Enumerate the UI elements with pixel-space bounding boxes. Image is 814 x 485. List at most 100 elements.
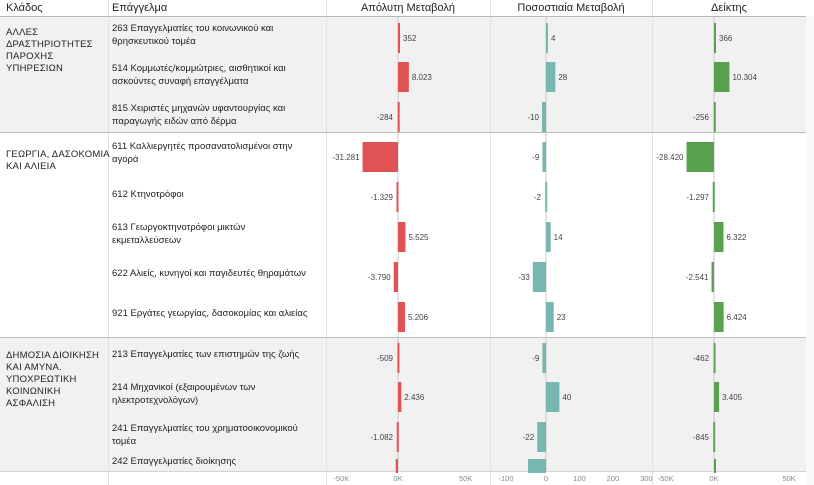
header-index[interactable]: Δείκτης [711, 2, 747, 14]
data-label: -509 [377, 354, 394, 363]
data-label: 6.322 [726, 233, 747, 242]
tick-label: 0K [709, 474, 718, 483]
bar [713, 422, 716, 452]
bar [545, 182, 548, 212]
data-label: 8.023 [412, 73, 433, 82]
data-label: -10 [527, 113, 539, 122]
bar [686, 142, 714, 172]
bar [398, 302, 406, 332]
data-label: -1.082 [370, 433, 393, 442]
tick-label: -100 [498, 474, 513, 483]
data-label: -256 [693, 113, 710, 122]
bar [528, 459, 546, 473]
data-label: 10.304 [732, 73, 757, 82]
bar [393, 262, 398, 292]
data-label: 3.405 [722, 393, 743, 402]
sector-separator [0, 337, 814, 338]
bar [546, 222, 551, 252]
tick-label: 50K [782, 474, 795, 483]
header-rule [0, 16, 814, 17]
divider-occupation [326, 0, 327, 485]
sector-band-3 [0, 337, 814, 471]
bar [713, 102, 716, 132]
bar [398, 222, 406, 252]
tick-label: -50K [333, 474, 349, 483]
bar [397, 343, 400, 373]
occupation-label[interactable]: 213 Επαγγελματίες των επιστημών της ζωής [112, 349, 300, 360]
data-label: 366 [719, 34, 733, 43]
tick-label: -50K [658, 474, 674, 483]
data-label: 23 [557, 313, 566, 322]
bar [714, 23, 716, 53]
bar [714, 459, 716, 473]
divider-absolute [490, 0, 491, 485]
bar [714, 222, 724, 252]
data-label: 4 [551, 34, 556, 43]
occupation-label[interactable]: 611 Καλλιεργητές προσανατολισμένοι στην … [112, 141, 293, 165]
sector-label[interactable]: ΓΕΩΡΓΙΑ, ΔΑΣΟΚΟΜΙΑ ΚΑΙ ΑΛΙΕΙΑ [6, 149, 110, 172]
data-label: -9 [532, 354, 540, 363]
header-absolute-change[interactable]: Απόλυτη Μεταβολή [360, 2, 456, 14]
tick-label: 0 [544, 474, 548, 483]
header-percent-change[interactable]: Ποσοστιαία Μεταβολή [517, 2, 625, 14]
tick-label: 300 [640, 474, 653, 483]
bar [396, 182, 399, 212]
tick-label: 0K [393, 474, 402, 483]
data-label: -28.420 [656, 153, 684, 162]
header-occupation[interactable]: Επάγγελμα [112, 2, 168, 14]
data-label: 5.206 [408, 313, 429, 322]
data-label: 352 [403, 34, 417, 43]
sector-label[interactable]: ΔΗΜΟΣΙΑ ΔΙΟΙΚΗΣΗ ΚΑΙ ΑΜΥΝΑ. ΥΠΟΧΡΕΩΤΙΚΗ … [6, 350, 100, 409]
data-label: -2.541 [686, 273, 709, 282]
sector-label[interactable]: ΑΛΛΕΣ ΔΡΑΣΤΗΡΙΟΤΗΤΕΣ ΠΑΡΟΧΗΣ ΥΠΗΡΕΣΙΩΝ [6, 27, 93, 74]
occupation-label[interactable]: 622 Αλιείς, κυνηγοί και παγιδευτές θηραμ… [112, 268, 306, 279]
bar [395, 459, 398, 473]
bar [713, 343, 716, 373]
bar [546, 23, 548, 53]
divider-percent [652, 0, 653, 485]
bar [537, 422, 546, 452]
bar [714, 302, 724, 332]
bar [711, 262, 714, 292]
occupation-label[interactable]: 815 Χειριστές μηχανών υφαντουργίας και π… [112, 103, 286, 127]
occupation-label[interactable]: 241 Επαγγελματίες του χρηματοοικονομικού… [112, 423, 298, 447]
occupation-label[interactable]: 613 Γεωργοκτηνοτρόφοι μικτών εκμεταλλεύσ… [112, 222, 246, 246]
tick-label: 100 [573, 474, 586, 483]
bar [712, 182, 715, 212]
data-label: -3.790 [368, 273, 391, 282]
bar [398, 62, 409, 92]
data-label: -462 [693, 354, 710, 363]
data-label: -9 [532, 153, 540, 162]
data-label: 2.436 [404, 393, 425, 402]
bar [542, 142, 546, 172]
data-label: -1.329 [370, 193, 393, 202]
tick-label: 50K [459, 474, 472, 483]
data-label: -1.297 [686, 193, 709, 202]
data-label: 28 [558, 73, 567, 82]
divider-sector [108, 0, 109, 485]
vertical-scrollbar[interactable] [806, 16, 814, 485]
axis-rule [0, 471, 814, 472]
data-label: -33 [518, 273, 530, 282]
bar [362, 142, 398, 172]
occupation-label[interactable]: 612 Κτηνοτρόφοι [112, 189, 184, 200]
bar [398, 382, 402, 412]
occupation-label[interactable]: 214 Μηχανικοί (εξαιρουμένων των ηλεκτροτ… [112, 382, 256, 406]
occupation-label[interactable]: 263 Επαγγελματίες του κοινωνικού και θρη… [112, 23, 274, 47]
data-label: -284 [377, 113, 394, 122]
occupation-label[interactable]: 242 Επαγγελματίες διοίκησης [112, 456, 237, 467]
header-sector[interactable]: Κλάδος [6, 2, 43, 14]
data-label: -845 [693, 433, 710, 442]
occupation-label[interactable]: 514 Κομμωτές/κομμώτριες, αισθητικοί και … [112, 63, 286, 87]
bar [542, 102, 546, 132]
bar [714, 382, 720, 412]
bar [714, 62, 730, 92]
data-label: 6.424 [727, 313, 748, 322]
bar [546, 62, 556, 92]
bar [542, 343, 546, 373]
occupation-label[interactable]: 921 Εργάτες γεωργίας, δασοκομίας και αλι… [112, 308, 308, 319]
bar [546, 382, 560, 412]
bar [532, 262, 546, 292]
data-label: 5.525 [408, 233, 429, 242]
